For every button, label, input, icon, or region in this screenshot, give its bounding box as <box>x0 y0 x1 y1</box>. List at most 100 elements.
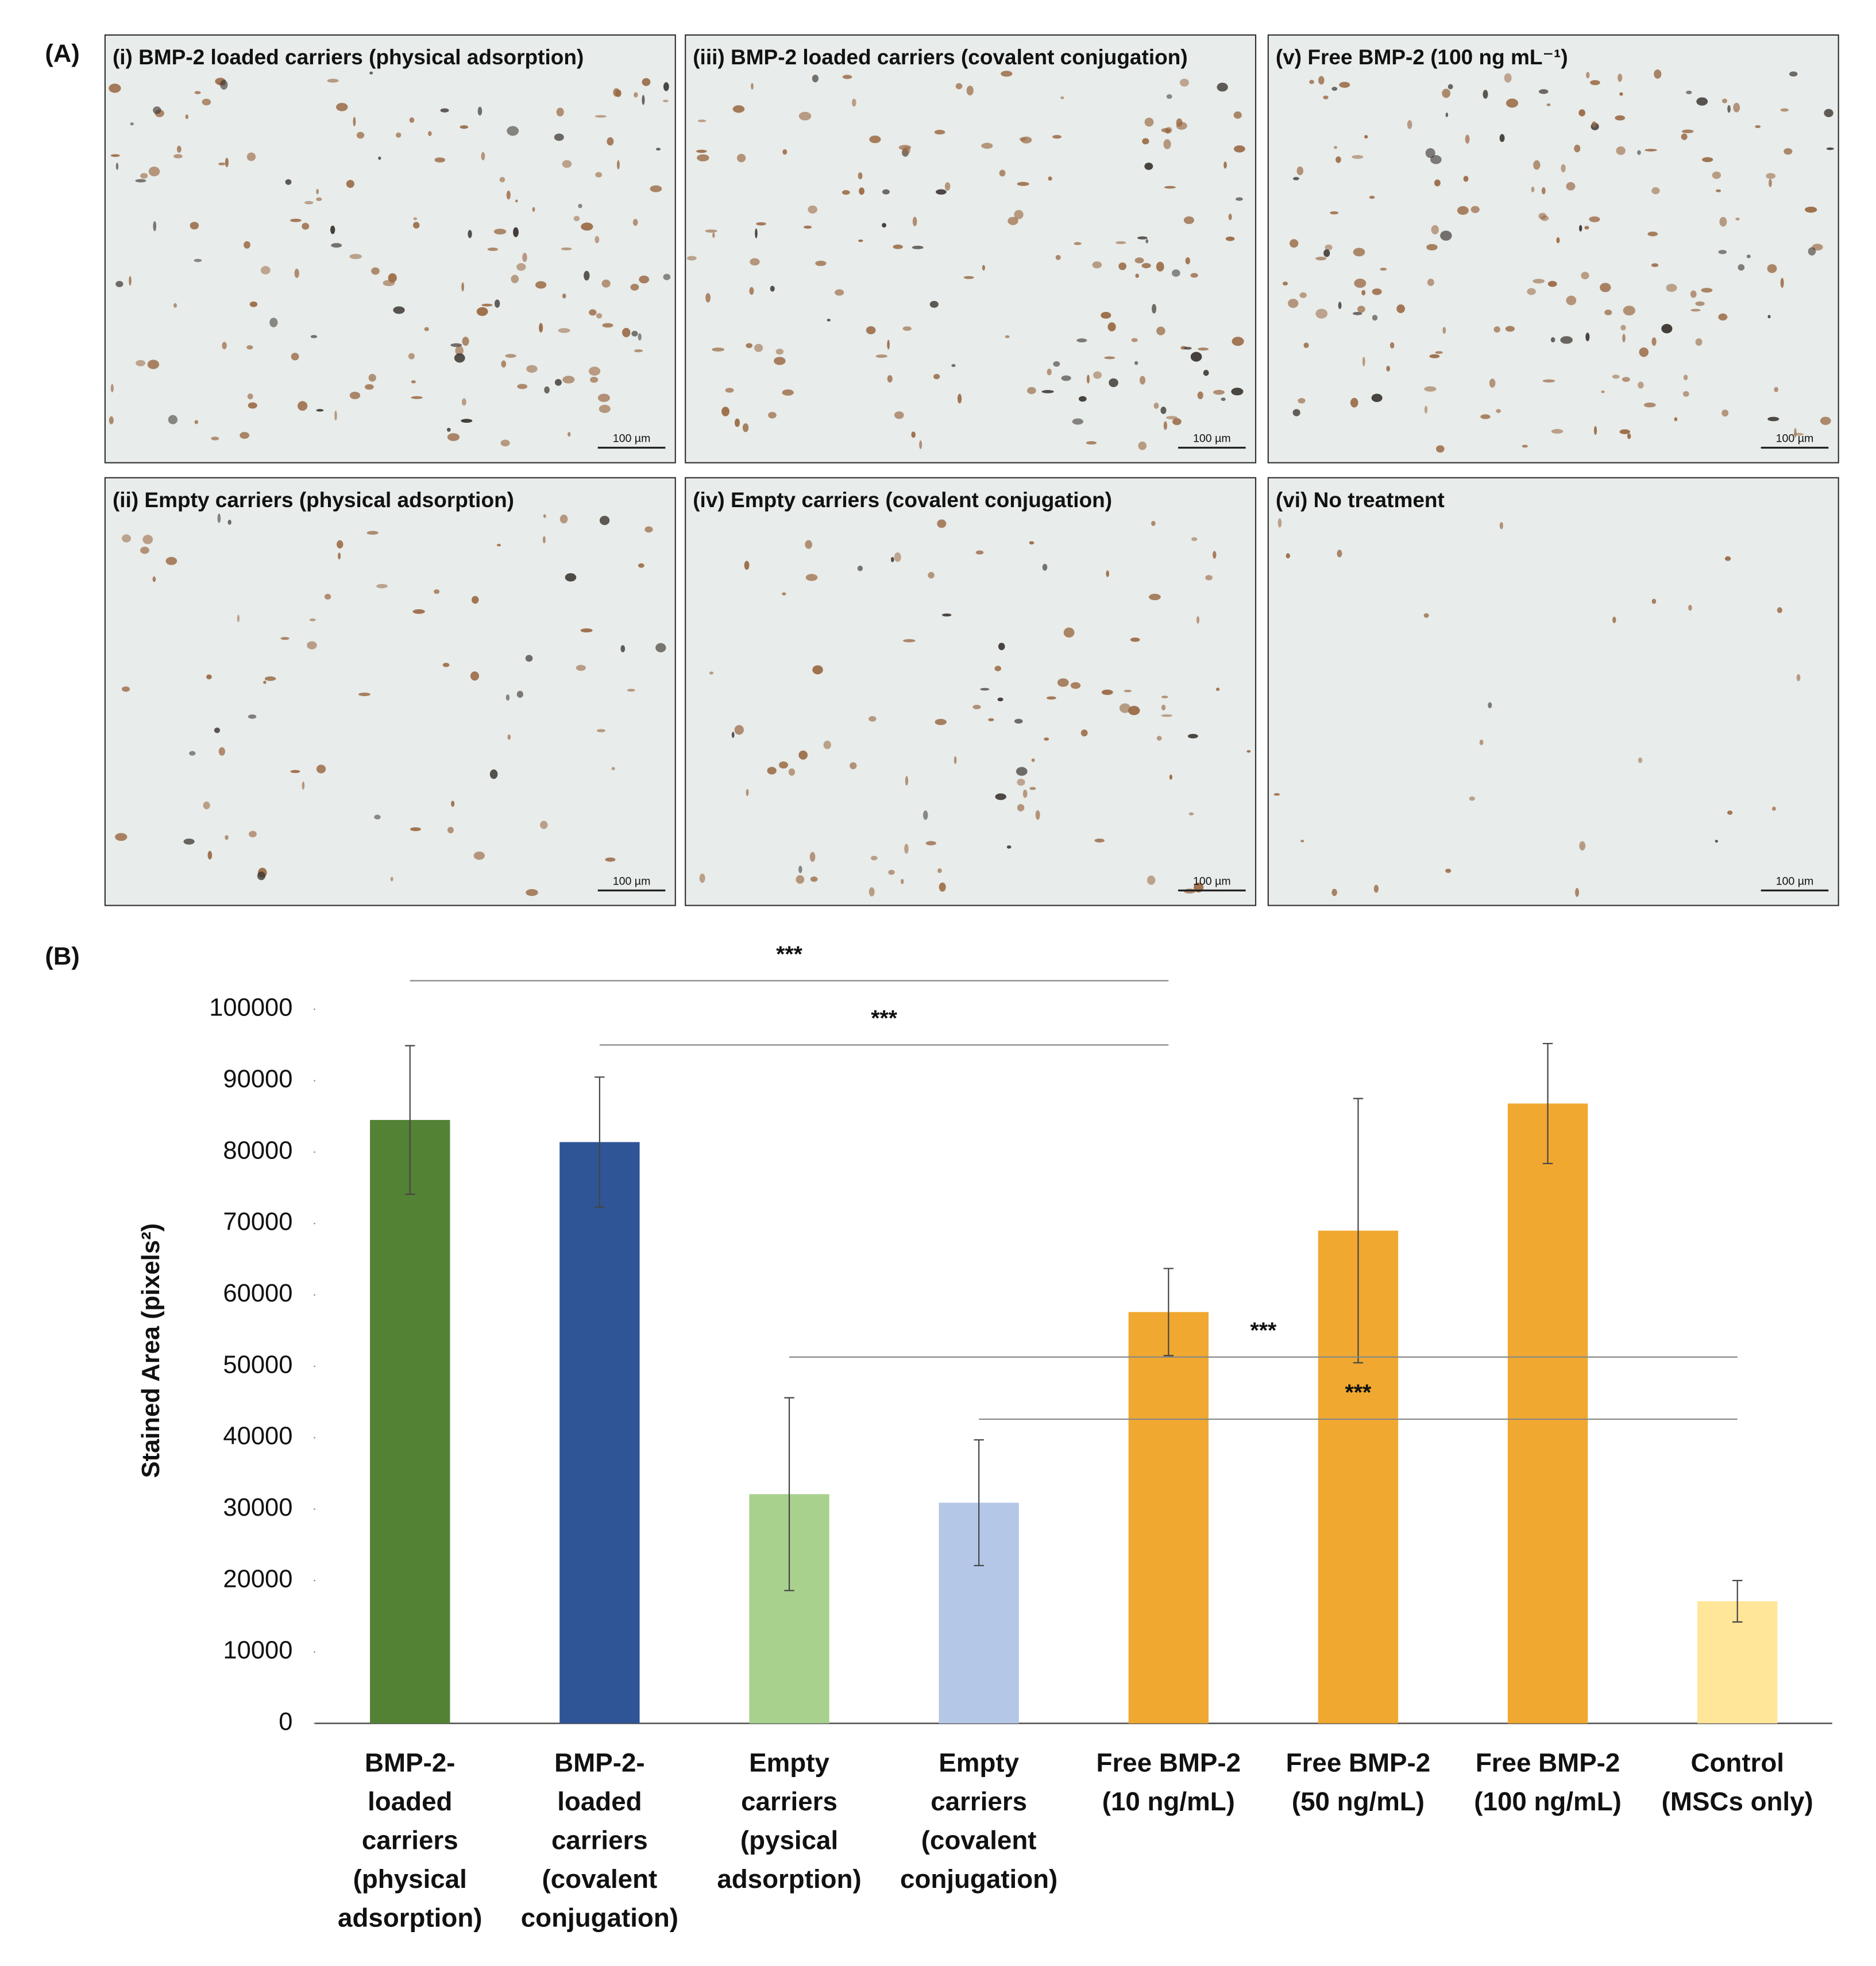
stain-speck <box>1021 136 1032 144</box>
stain-speck <box>494 299 500 308</box>
stain-speck <box>461 282 465 292</box>
stain-speck <box>912 245 924 249</box>
stain-speck <box>734 418 740 427</box>
stain-speck <box>153 221 157 231</box>
stain-speck <box>225 157 229 168</box>
stain-speck <box>1766 173 1776 179</box>
stain-speck <box>882 189 890 195</box>
stain-speck <box>225 835 229 840</box>
stain-speck <box>562 160 572 168</box>
stain-speck <box>330 225 335 234</box>
stain-speck <box>507 734 511 740</box>
stain-speck <box>1203 369 1209 376</box>
stain-speck <box>451 801 455 807</box>
stain-speck <box>1205 575 1213 581</box>
stain-speck <box>734 725 744 735</box>
stain-speck <box>981 142 993 149</box>
stain-speck <box>1538 89 1549 94</box>
stain-speck <box>461 419 473 423</box>
significance-label: *** <box>1345 1381 1372 1405</box>
stain-speck <box>1362 357 1365 366</box>
stain-speck <box>1683 374 1688 381</box>
stain-speck <box>842 75 852 79</box>
stain-speck <box>522 253 527 262</box>
stain-speck <box>1604 310 1612 316</box>
stain-speck <box>1008 217 1018 225</box>
stain-speck <box>1824 109 1833 118</box>
stain-speck <box>1290 239 1299 248</box>
stain-speck <box>1144 163 1153 170</box>
stain-speck <box>559 515 568 524</box>
stain-speck <box>290 770 300 773</box>
stain-speck <box>1352 312 1362 315</box>
stain-speck <box>890 557 894 562</box>
stain-speck <box>1354 279 1367 288</box>
x-tick-label: (covalent <box>921 1826 1037 1855</box>
stain-speck <box>153 106 161 114</box>
stain-speck <box>1796 674 1801 681</box>
stain-speck <box>1118 262 1126 271</box>
stain-speck <box>302 223 310 230</box>
stain-speck <box>462 337 469 346</box>
stain-speck <box>1780 277 1784 288</box>
stain-speck <box>505 694 510 701</box>
stain-speck <box>1681 129 1694 133</box>
stain-speck <box>1353 248 1365 257</box>
stain-speck <box>725 388 734 393</box>
stain-speck <box>568 432 571 437</box>
x-tick-label: adsorption) <box>338 1903 482 1933</box>
stain-speck <box>412 609 425 614</box>
stain-speck <box>1531 186 1535 192</box>
stain-speck <box>611 767 615 770</box>
stain-speck <box>1016 767 1028 776</box>
stain-speck <box>526 365 538 373</box>
stain-speck <box>496 543 501 547</box>
stain-speck <box>1179 78 1189 87</box>
stain-speck <box>1426 244 1438 250</box>
stain-speck <box>246 345 253 350</box>
stain-speck <box>1035 810 1040 820</box>
stain-speck <box>751 83 754 90</box>
stain-speck <box>237 615 240 623</box>
stain-speck <box>852 98 856 107</box>
stain-speck <box>1299 292 1307 299</box>
bar <box>1507 1103 1588 1724</box>
stain-speck <box>565 573 577 582</box>
stain-speck <box>1585 333 1590 342</box>
stain-speck <box>1338 302 1342 310</box>
stain-speck <box>1767 264 1777 273</box>
stain-speck <box>1690 308 1701 312</box>
stain-speck <box>460 125 469 129</box>
stain-speck <box>1600 283 1611 292</box>
stain-speck <box>1140 376 1146 385</box>
stain-speck <box>812 74 819 83</box>
stain-speck <box>905 776 909 786</box>
micrograph: (iv) Empty carriers (covalent conjugatio… <box>685 477 1257 906</box>
stain-speck <box>663 273 671 280</box>
stain-speck <box>298 401 308 411</box>
stain-speck <box>1463 176 1469 182</box>
stain-speck <box>805 574 818 581</box>
stain-speck <box>1380 268 1387 271</box>
stain-speck <box>1292 409 1300 416</box>
stain-speck <box>1767 416 1780 422</box>
stain-speck <box>1794 428 1797 438</box>
stain-speck <box>858 240 863 242</box>
stain-speck <box>346 180 354 188</box>
y-tick-label: 60000 <box>223 1280 292 1307</box>
stain-speck <box>1560 336 1573 344</box>
stain-speck <box>1386 365 1391 372</box>
stain-speck <box>410 827 421 832</box>
x-tick-label: (10 ng/mL) <box>1102 1787 1235 1816</box>
stain-speck <box>109 83 121 93</box>
stain-speck <box>599 404 611 414</box>
stain-speck <box>207 851 213 860</box>
stain-speck <box>1029 541 1034 544</box>
stain-speck <box>988 718 994 721</box>
stain-speck <box>655 148 661 151</box>
stain-speck <box>894 411 904 419</box>
stain-speck <box>1086 374 1090 384</box>
stain-speck <box>135 179 146 183</box>
x-tick-label: loaded <box>368 1787 452 1816</box>
